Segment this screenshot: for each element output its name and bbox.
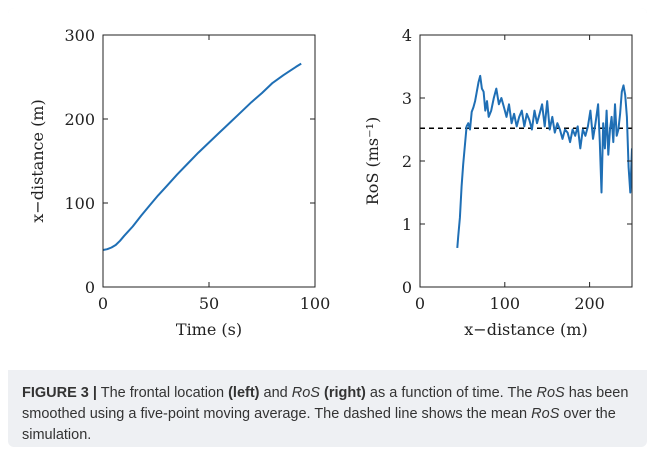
series-line-1 [456,74,632,248]
y-tick-label: 200 [64,110,95,129]
caption-ros-2: RoS [536,385,565,401]
caption-bold-right: (right) [324,385,366,401]
x-tick-label: 200 [574,294,605,313]
y-tick-label: 4 [402,26,412,45]
x-axis-label: x−distance (m) [464,320,587,339]
figure-caption: FIGURE 3 | The frontal location (left) a… [22,383,634,446]
x-tick-label: 0 [98,294,108,313]
caption-text-1: The frontal location [96,385,229,401]
caption-ros-1: RoS [291,385,320,401]
y-tick-label: 0 [402,278,412,297]
figure-svg: 0 50 100 0 100 200 300 Time (s) x−distance (m) 0 1… [28,26,633,339]
y-axis-label: RoS (ms⁻¹) [363,117,382,205]
axes-frame [102,34,316,288]
caption-ros-3: RoS [531,406,560,422]
y-tick-label: 1 [402,215,412,234]
y-tick-label: 100 [64,194,95,213]
y-tick-label: 0 [85,278,95,297]
plots-area: 0 50 100 0 100 200 300 Time (s) x−distance (m) 0 1… [8,8,647,370]
x-tick-label: 100 [490,294,521,313]
chart-2: 0 100 200 0 1 2 3 4 x−distance (m) RoS (ms⁻¹) [363,26,633,339]
x-tick-label: 100 [300,294,331,313]
y-tick-label: 300 [64,26,95,45]
x-axis-label: Time (s) [176,320,242,339]
y-axis-label: x−distance (m) [28,99,47,222]
y-tick-label: 3 [402,89,412,108]
caption-label: FIGURE 3 | [22,385,97,401]
caption-bold-left: (left) [228,385,260,401]
y-tick-label: 2 [402,152,412,171]
series-line-1 [103,62,302,251]
caption-text-2: and [259,385,292,401]
x-tick-label: 0 [415,294,425,313]
chart-1: 0 50 100 0 100 200 300 Time (s) x−distance (m) [28,26,330,339]
caption-text-6: over the simulation. [22,406,616,443]
caption-text-4: as a function of time. The [365,385,537,401]
x-tick-label: 50 [199,294,219,313]
caption-text-5: has been smoothed using a five-point mov… [22,385,629,422]
figure-panel: 0 50 100 0 100 200 300 Time (s) x−distance (m) 0 1… [8,8,647,447]
